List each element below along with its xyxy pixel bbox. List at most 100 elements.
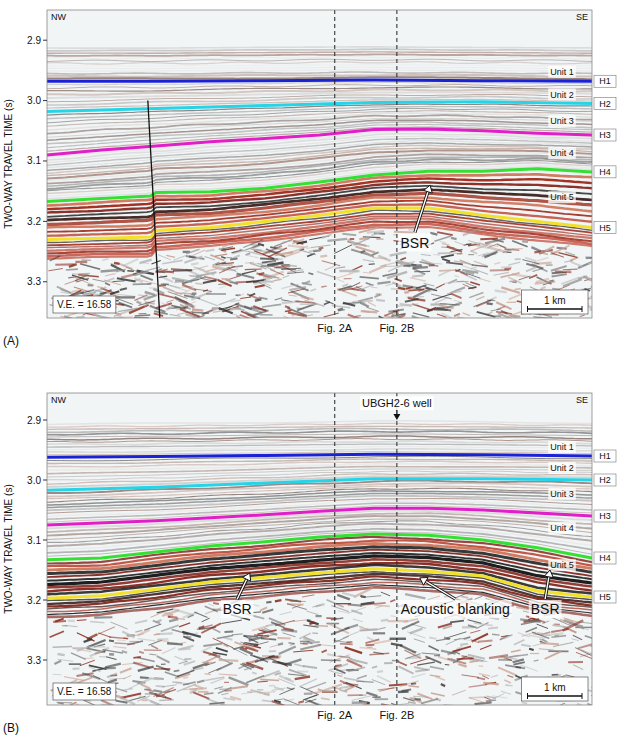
chaotic-reflector xyxy=(457,281,469,282)
chaotic-reflector xyxy=(347,607,366,613)
horizon-label-box xyxy=(594,552,616,564)
label-patch xyxy=(548,147,576,159)
chaotic-reflector xyxy=(455,242,464,245)
chaotic-reflector xyxy=(479,278,491,282)
annotation-text: BSR xyxy=(531,601,560,617)
chaotic-reflector xyxy=(257,689,263,690)
chaotic-reflector xyxy=(584,276,592,281)
chaotic-reflector xyxy=(283,276,290,279)
chaotic-reflector xyxy=(281,264,290,266)
chaotic-reflector xyxy=(513,659,524,662)
chaotic-reflector xyxy=(73,649,91,652)
y-tick-label: 2.9 xyxy=(27,35,41,46)
y-tick-label: 3.1 xyxy=(27,155,41,166)
chaotic-reflector xyxy=(374,605,390,607)
chaotic-reflector xyxy=(109,637,127,639)
chaotic-reflector xyxy=(447,632,467,638)
chaotic-reflector xyxy=(361,596,381,598)
label-patch xyxy=(360,396,434,410)
chaotic-reflector xyxy=(477,312,496,317)
chaotic-reflector xyxy=(551,266,567,271)
chaotic-reflector xyxy=(269,685,275,687)
chaotic-reflector xyxy=(501,691,511,694)
chaotic-reflector xyxy=(321,659,341,661)
chaotic-reflector xyxy=(298,701,304,703)
y-tick xyxy=(43,540,47,541)
chaotic-reflector xyxy=(116,315,130,318)
chaotic-reflector xyxy=(438,252,451,254)
chaotic-reflector xyxy=(123,638,128,639)
chaotic-reflector xyxy=(221,693,228,695)
scale-bar-end xyxy=(527,693,528,699)
y-tick xyxy=(43,480,47,481)
chaotic-reflector xyxy=(141,685,150,689)
chaotic-reflector xyxy=(156,694,165,698)
chaotic-reflector xyxy=(376,300,385,301)
chaotic-reflector xyxy=(408,702,416,703)
chaotic-reflector xyxy=(515,289,521,290)
chaotic-reflector xyxy=(352,266,363,271)
chaotic-reflector xyxy=(141,271,146,273)
chaotic-reflector xyxy=(185,305,196,307)
chaotic-reflector xyxy=(301,250,317,254)
panel-letter: (B) xyxy=(3,721,19,735)
chaotic-reflector xyxy=(460,271,480,278)
y-tick xyxy=(43,281,47,282)
chaotic-reflector xyxy=(120,288,127,290)
chaotic-reflector xyxy=(270,270,284,276)
chaotic-reflector xyxy=(469,685,487,688)
chaotic-reflector xyxy=(306,682,326,689)
chaotic-reflector xyxy=(285,306,290,308)
chaotic-reflector xyxy=(463,313,470,316)
chaotic-reflector xyxy=(103,650,123,654)
chaotic-reflector xyxy=(77,633,95,641)
chaotic-reflector xyxy=(359,626,364,627)
chaotic-reflector xyxy=(251,263,266,265)
chaotic-reflector xyxy=(139,696,159,705)
chaotic-reflector xyxy=(317,272,335,278)
horizon-label-box xyxy=(594,591,616,603)
chaotic-reflector xyxy=(336,603,351,605)
section-line xyxy=(396,393,397,705)
chaotic-reflector xyxy=(470,661,479,663)
chaotic-reflector xyxy=(188,615,194,618)
chaotic-reflector xyxy=(207,699,226,705)
chaotic-reflector xyxy=(412,651,416,653)
chaotic-reflector xyxy=(183,636,194,641)
chaotic-reflector xyxy=(261,265,279,266)
chaotic-reflector xyxy=(75,261,87,263)
chaotic-reflector xyxy=(380,262,397,266)
chaotic-reflector xyxy=(230,300,241,302)
chaotic-reflector xyxy=(576,652,592,659)
chaotic-reflector xyxy=(470,630,480,633)
chaotic-reflector xyxy=(479,673,490,676)
chaotic-reflector xyxy=(305,700,322,705)
chaotic-reflector xyxy=(158,638,169,639)
chaotic-reflector xyxy=(260,679,279,680)
panel: Fig. 2AFig. 2B2.93.03.13.23.3TWO-WAY TRA… xyxy=(3,10,616,348)
chaotic-reflector xyxy=(139,652,144,653)
chaotic-reflector xyxy=(247,294,259,299)
chaotic-reflector xyxy=(213,653,227,656)
chaotic-reflector xyxy=(156,666,170,671)
chaotic-reflector xyxy=(398,690,409,693)
horizon-label-box xyxy=(594,166,616,178)
chaotic-reflector xyxy=(219,674,238,675)
chaotic-reflector xyxy=(350,238,355,240)
chaotic-reflector xyxy=(137,301,142,303)
chaotic-reflector xyxy=(585,276,590,278)
chaotic-reflector xyxy=(48,269,62,271)
chaotic-reflector xyxy=(442,244,450,246)
annotation-arrow xyxy=(544,570,553,599)
annotation-arrow xyxy=(237,573,251,599)
chaotic-reflector xyxy=(469,293,483,298)
chaotic-reflector xyxy=(62,625,67,626)
y-tick xyxy=(43,420,47,421)
chaotic-reflector xyxy=(264,274,279,278)
chaotic-reflector xyxy=(404,619,418,622)
chaotic-reflector xyxy=(53,646,73,648)
chaotic-reflector xyxy=(289,246,308,253)
chaotic-reflector xyxy=(313,250,321,252)
chaotic-reflector xyxy=(180,309,200,317)
chaotic-reflector xyxy=(433,254,440,256)
